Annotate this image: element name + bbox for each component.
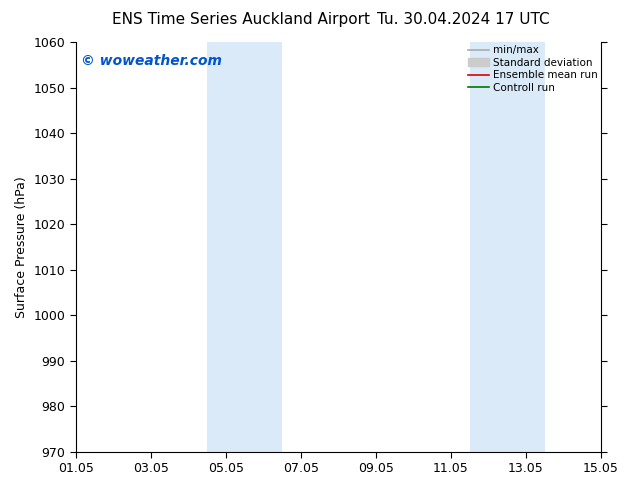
Text: Tu. 30.04.2024 17 UTC: Tu. 30.04.2024 17 UTC bbox=[377, 12, 549, 27]
Text: © woweather.com: © woweather.com bbox=[81, 54, 222, 68]
Text: ENS Time Series Auckland Airport: ENS Time Series Auckland Airport bbox=[112, 12, 370, 27]
Y-axis label: Surface Pressure (hPa): Surface Pressure (hPa) bbox=[15, 176, 28, 318]
Bar bbox=[207, 42, 282, 452]
Bar bbox=[470, 42, 545, 452]
Legend: min/max, Standard deviation, Ensemble mean run, Controll run: min/max, Standard deviation, Ensemble me… bbox=[468, 45, 598, 93]
